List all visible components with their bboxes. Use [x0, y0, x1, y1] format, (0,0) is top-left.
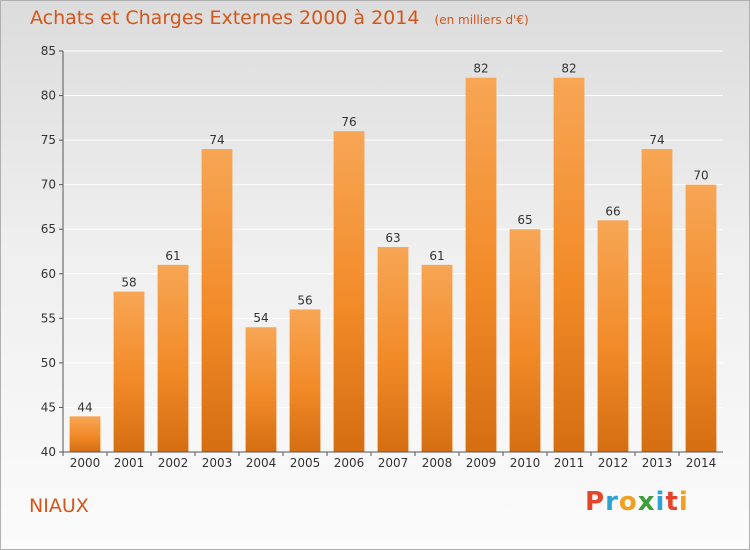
- bar-value-label: 44: [77, 400, 92, 414]
- x-tick-label: 2014: [686, 456, 717, 470]
- bar-value-label: 74: [209, 133, 224, 147]
- bar-value-label: 82: [473, 62, 488, 76]
- bar-value-label: 82: [561, 62, 576, 76]
- bar-value-label: 76: [341, 115, 356, 129]
- bar-value-label: 61: [429, 249, 444, 263]
- logo-letter: o: [618, 487, 638, 517]
- x-tick-label: 2012: [598, 456, 629, 470]
- bar-value-label: 66: [605, 204, 620, 218]
- bar: [201, 149, 233, 452]
- y-tick-label: 45: [41, 400, 56, 414]
- bar-value-label: 74: [649, 133, 664, 147]
- x-tick-label: 2011: [554, 456, 585, 470]
- logo-letter: P: [585, 487, 606, 517]
- y-tick-label: 40: [41, 445, 56, 459]
- bar: [597, 220, 629, 452]
- bar-value-label: 58: [121, 276, 136, 290]
- bar: [157, 264, 189, 452]
- x-tick-label: 2010: [510, 456, 541, 470]
- bar: [289, 309, 321, 452]
- bar: [377, 247, 409, 452]
- x-tick-label: 2000: [70, 456, 101, 470]
- x-tick-label: 2003: [202, 456, 233, 470]
- chart-subtitle: (en milliers d'€): [434, 13, 529, 27]
- logo-letter: t: [665, 487, 679, 517]
- y-tick-label: 75: [41, 133, 56, 147]
- x-tick-label: 2002: [158, 456, 189, 470]
- bar: [465, 77, 497, 452]
- logo-letter: x: [637, 487, 656, 517]
- y-tick-label: 55: [41, 311, 56, 325]
- y-tick-label: 60: [41, 267, 56, 281]
- bar: [685, 184, 717, 452]
- x-tick-label: 2004: [246, 456, 277, 470]
- y-tick-label: 80: [41, 89, 56, 103]
- bar: [421, 264, 453, 452]
- chart-title: Achats et Charges Externes 2000 à 2014: [30, 7, 420, 29]
- y-tick-label: 65: [41, 222, 56, 236]
- bar: [509, 229, 541, 452]
- logo-letter: r: [605, 487, 619, 517]
- bar-value-label: 70: [693, 169, 708, 183]
- logo-letter: i: [678, 487, 689, 517]
- x-tick-label: 2001: [114, 456, 145, 470]
- bar: [113, 291, 145, 452]
- bar: [333, 131, 365, 452]
- bar: [641, 149, 673, 452]
- y-tick-label: 50: [41, 356, 56, 370]
- commune-name: NIAUX: [29, 495, 89, 517]
- chart-title-row: Achats et Charges Externes 2000 à 2014 (…: [30, 7, 529, 29]
- x-tick-label: 2007: [378, 456, 409, 470]
- bar: [245, 327, 277, 452]
- bar-value-label: 61: [165, 249, 180, 263]
- bar: [553, 77, 585, 452]
- proxiti-logo: Proxiti: [585, 487, 689, 517]
- x-tick-label: 2009: [466, 456, 497, 470]
- y-tick-label: 85: [41, 44, 56, 58]
- bar-value-label: 54: [253, 311, 268, 325]
- logo-letter: i: [655, 487, 666, 517]
- x-tick-label: 2008: [422, 456, 453, 470]
- y-tick-label: 70: [41, 178, 56, 192]
- bar-value-label: 63: [385, 231, 400, 245]
- x-tick-label: 2013: [642, 456, 673, 470]
- x-tick-label: 2005: [290, 456, 321, 470]
- bar-value-label: 56: [297, 293, 312, 307]
- bar: [69, 416, 101, 452]
- bar-value-label: 65: [517, 213, 532, 227]
- x-tick-label: 2006: [334, 456, 365, 470]
